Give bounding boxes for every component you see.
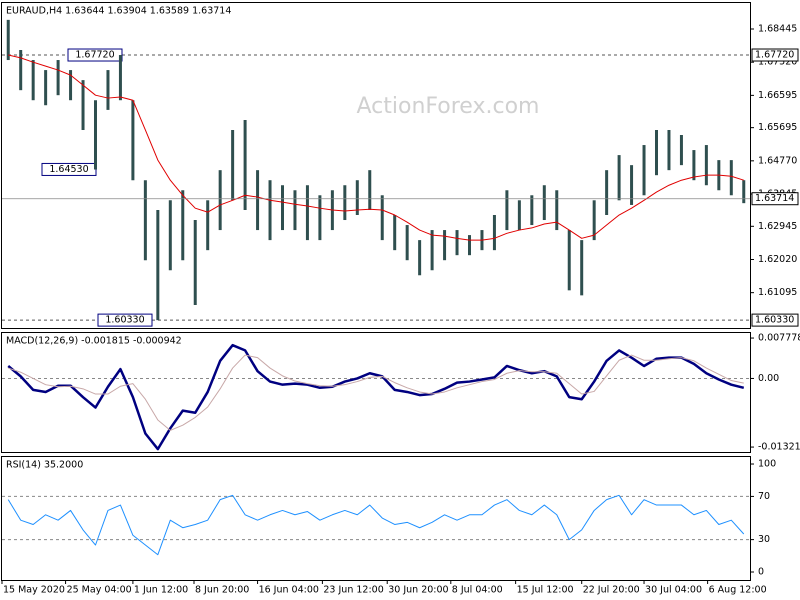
level-box xyxy=(97,313,153,327)
series-line xyxy=(8,54,744,241)
y-tick-label: 1.61095 xyxy=(758,287,797,298)
y-tick-label: 0 xyxy=(758,567,764,578)
level-label: 1.64530 xyxy=(49,164,88,175)
x-tick-label: 8 Jul 04:00 xyxy=(452,585,503,596)
y-tick-label: 70 xyxy=(758,491,770,502)
level-label: 1.67720 xyxy=(755,50,794,61)
panel-title: EURAUD,H4 1.63644 1.63904 1.63589 1.6371… xyxy=(6,6,231,17)
panel-title: RSI(14) 35.2000 xyxy=(6,460,83,471)
y-tick-label: 0.007778 xyxy=(758,333,800,344)
level-box xyxy=(67,48,123,62)
x-tick-label: 23 Jun 12:00 xyxy=(323,585,383,596)
x-tick-label: 15 Jul 12:00 xyxy=(517,585,574,596)
y-tick-label: 30 xyxy=(758,534,770,545)
x-tick-label: 22 Jul 20:00 xyxy=(583,585,640,596)
level-box xyxy=(751,48,799,62)
panel-title: MACD(12,26,9) -0.001815 -0.000942 xyxy=(6,336,182,347)
last-price-label: 1.63714 xyxy=(755,193,794,204)
x-tick-label: 16 Jun 04:00 xyxy=(259,585,319,596)
x-tick-label: 8 Jun 20:00 xyxy=(195,585,249,596)
watermark: ActionForex.com xyxy=(357,94,540,119)
y-tick-label: 100 xyxy=(758,459,776,470)
series-line xyxy=(7,343,745,451)
level-label: 1.60330 xyxy=(105,315,144,326)
x-tick-label: 30 Jul 04:00 xyxy=(645,585,702,596)
level-label: 1.67720 xyxy=(75,50,114,61)
level-box xyxy=(751,313,799,327)
y-tick-label: 1.64770 xyxy=(758,155,797,166)
y-tick-label: 0.00 xyxy=(758,373,779,384)
y-tick-label: 1.68445 xyxy=(758,24,797,35)
series-line xyxy=(7,494,745,556)
y-tick-label: 1.65695 xyxy=(758,122,797,133)
series-line xyxy=(8,354,744,431)
x-tick-label: 1 Jun 12:00 xyxy=(134,585,188,596)
y-tick-label: 1.66595 xyxy=(758,90,797,101)
level-label: 1.60330 xyxy=(755,315,794,326)
rsi-panel xyxy=(1,456,751,581)
x-tick-label: 6 Aug 12:00 xyxy=(709,585,767,596)
y-tick-label: -0.01321 xyxy=(758,442,800,453)
macd-panel xyxy=(1,332,751,453)
x-tick-label: 15 May 2020 xyxy=(3,585,65,596)
y-tick-label: 1.62020 xyxy=(758,254,797,265)
last-price-box xyxy=(751,192,799,206)
y-tick-label: 1.62945 xyxy=(758,221,797,232)
x-tick-label: 30 Jun 20:00 xyxy=(388,585,448,596)
price-panel xyxy=(1,2,751,329)
y-tick-label: 1.67520 xyxy=(758,57,797,68)
x-tick-label: 25 May 04:00 xyxy=(67,585,132,596)
